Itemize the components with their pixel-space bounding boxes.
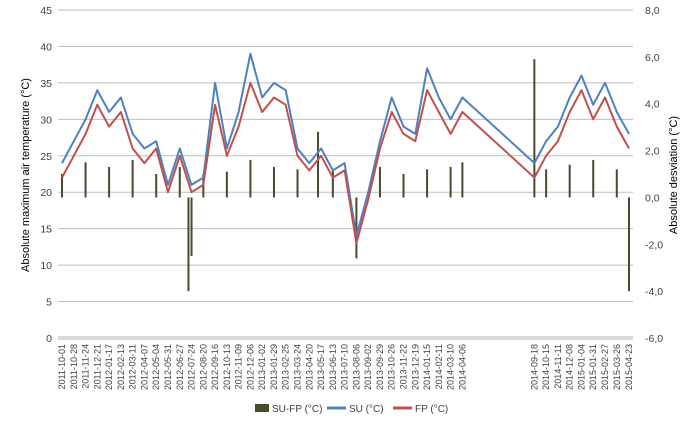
x-tick-label: 2013-05-17 xyxy=(316,344,326,390)
left-tick-label: 30 xyxy=(40,114,52,126)
left-tick-label: 0 xyxy=(46,333,52,345)
x-tick-label: 2015-04-23 xyxy=(624,344,634,390)
x-tick-label: 2013-01-02 xyxy=(257,344,267,390)
right-tick-label: 6,0 xyxy=(645,52,660,64)
left-tick-label: 10 xyxy=(40,260,52,272)
x-tick-label: 2012-03-11 xyxy=(128,344,138,389)
x-tick-label: 2015-01-31 xyxy=(588,344,598,390)
x-tick-label: 2011-10-01 xyxy=(57,344,67,389)
right-tick-label: 8,0 xyxy=(645,5,660,17)
x-tick-label: 2012-07-24 xyxy=(187,344,197,390)
x-tick-label: 2012-11-09 xyxy=(234,344,244,389)
x-tick-label: 2013-09-02 xyxy=(363,344,373,390)
x-tick-label: 2014-09-18 xyxy=(529,344,539,390)
x-tick-label: 2012-06-27 xyxy=(175,344,185,390)
x-tick-label: 2012-05-31 xyxy=(163,344,173,390)
x-tick-label: 2013-03-24 xyxy=(293,344,303,390)
legend-swatch-su-fp xyxy=(255,404,269,412)
legend-label-su: SU (°C) xyxy=(349,404,384,415)
temperature-lines xyxy=(61,52,630,245)
left-tick-label: 35 xyxy=(40,78,52,90)
x-tick-label: 2012-01-17 xyxy=(104,344,114,390)
su-series-line xyxy=(61,52,630,237)
right-tick-label: 2,0 xyxy=(645,146,660,158)
right-tick-label: -4,0 xyxy=(645,286,663,298)
x-tick-label: 2014-10-15 xyxy=(541,344,551,390)
x-tick-label: 2013-10-26 xyxy=(387,344,397,390)
x-tick-label: 2014-11-11 xyxy=(553,344,563,389)
x-tick-label: 2012-12-06 xyxy=(245,344,255,390)
x-tick-label: 2015-02-27 xyxy=(600,344,610,390)
left-tick-label: 5 xyxy=(46,297,52,309)
x-tick-label: 2013-11-22 xyxy=(399,344,409,389)
x-tick-label: 2013-09-29 xyxy=(375,344,385,390)
right-axis-ticks: -6,0 -4,0 -2,0 0,0 2,0 4,0 6,0 8,0 xyxy=(645,5,663,345)
x-tick-label: 2013-01-29 xyxy=(269,344,279,390)
x-axis-band xyxy=(58,336,633,340)
left-tick-label: 15 xyxy=(40,224,52,236)
x-tick-label: 2012-10-13 xyxy=(222,344,232,390)
x-tick-label: 2012-02-13 xyxy=(116,344,126,390)
left-tick-label: 40 xyxy=(40,41,52,53)
left-tick-label: 45 xyxy=(40,5,52,17)
left-tick-label: 25 xyxy=(40,151,52,163)
legend: SU-FP (°C) SU (°C) FP (°C) xyxy=(255,404,448,415)
x-tick-label: 2015-01-04 xyxy=(576,344,586,390)
x-tick-label: 2013-02-25 xyxy=(281,344,291,390)
x-tick-label: 2011-10-28 xyxy=(69,344,79,389)
x-tick-label: 2014-01-15 xyxy=(422,344,432,390)
right-tick-label: 4,0 xyxy=(645,99,660,111)
legend-label-su-fp: SU-FP (°C) xyxy=(272,404,322,415)
x-tick-label: 2015-03-26 xyxy=(612,344,622,390)
right-tick-label: 0,0 xyxy=(645,192,660,204)
right-axis-title: Absolute desviation (°C) xyxy=(668,116,680,234)
x-tick-label: 2014-02-11 xyxy=(434,344,444,389)
x-axis-ticks: 2011-10-01 2011-10-28 2011-11-24 2011-12-21… xyxy=(57,344,634,390)
x-tick-label: 2014-12-08 xyxy=(565,344,575,390)
x-tick-label: 2013-08-06 xyxy=(351,344,361,390)
gridlines xyxy=(58,9,633,339)
right-tick-label: -2,0 xyxy=(645,239,663,251)
x-tick-label: 2012-09-16 xyxy=(210,344,220,390)
x-tick-label: 2013-07-10 xyxy=(340,344,350,390)
x-tick-label: 2012-04-07 xyxy=(139,344,149,390)
left-axis-ticks: 0 5 10 15 20 25 30 35 40 45 xyxy=(40,5,52,345)
x-tick-label: 2014-04-06 xyxy=(457,344,467,390)
left-axis-title: Absolute maximum air temperature (°C) xyxy=(20,78,32,272)
x-tick-label: 2011-11-24 xyxy=(81,344,91,389)
x-tick-label: 2013-04-20 xyxy=(304,344,314,390)
su-fp-bars xyxy=(61,59,630,292)
x-tick-label: 2013-12-19 xyxy=(410,344,420,390)
legend-label-fp: FP (°C) xyxy=(415,404,448,415)
x-tick-label: 2014-03-10 xyxy=(446,344,456,390)
x-tick-label: 2012-08-20 xyxy=(198,344,208,390)
fp-series-line xyxy=(61,81,630,245)
right-tick-label: -6,0 xyxy=(645,333,663,345)
x-tick-label: 2011-12-21 xyxy=(92,344,102,389)
x-tick-label: 2013-06-13 xyxy=(328,344,338,390)
left-tick-label: 20 xyxy=(40,187,52,199)
x-tick-label: 2012-05-04 xyxy=(151,344,161,390)
